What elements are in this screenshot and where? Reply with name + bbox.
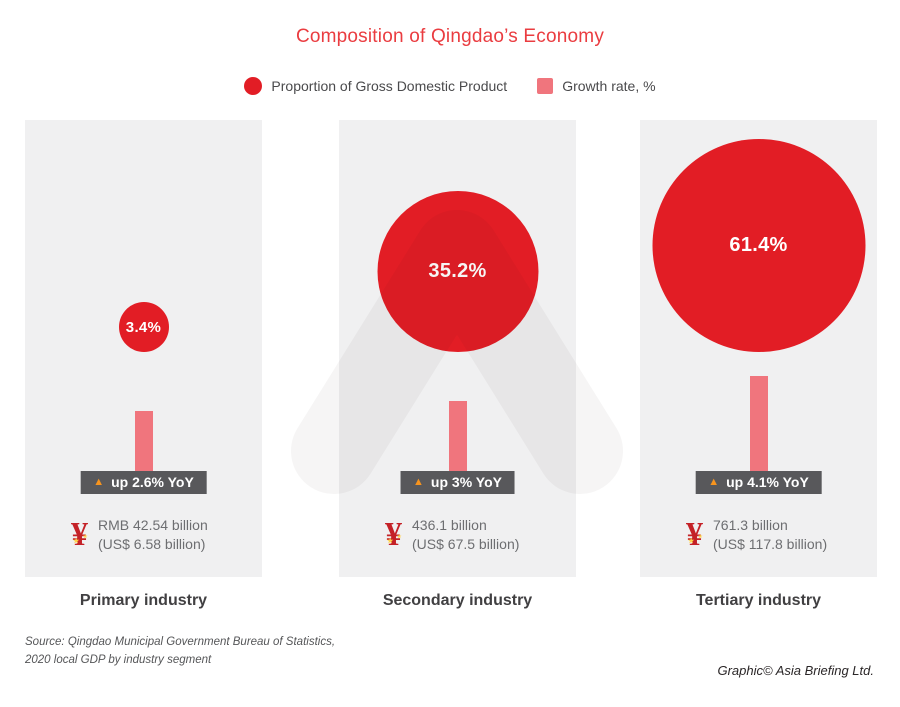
gdp-value-rmb: 761.3 billion <box>713 517 788 533</box>
industry-label-secondary: Secondary industry <box>382 592 533 609</box>
gdp-share-bubble: 35.2% <box>377 191 538 352</box>
yoy-growth-badge: ▲ up 2.6% YoY <box>80 471 207 494</box>
gdp-value-usd: (US$ 117.8 billion) <box>713 536 828 552</box>
yoy-growth-label: up 4.1% YoY <box>726 474 809 490</box>
growth-square-legend-icon <box>537 78 554 94</box>
growth-rate-bar <box>448 401 467 471</box>
panel-tertiary-industry: 61.4% ▲ up 4.1% YoY ¥ ★ ★ 761.3 billion (U… <box>640 120 877 577</box>
legend: Proportion of Gross Domestic Product Gro… <box>0 77 900 95</box>
gdp-share-bubble: 61.4% <box>652 139 865 352</box>
gdp-share-bubble: 3.4% <box>118 302 169 352</box>
yoy-growth-label: up 2.6% YoY <box>111 474 194 490</box>
source-line-1: Source: Qingdao Municipal Government Bur… <box>25 636 336 648</box>
page-title: Composition of Qingdao’s Economy <box>295 26 605 47</box>
gdp-value-rmb: RMB 42.54 billion <box>98 517 208 533</box>
gdp-value-usd: (US$ 6.58 billion) <box>98 536 206 552</box>
panel-primary-industry: 3.4% ▲ up 2.6% YoY ¥ ★ ★ RMB 42.54 billion… <box>25 120 262 577</box>
legend-item-gdp: Proportion of Gross Domestic Product <box>244 77 507 95</box>
gdp-share-value: 3.4% <box>125 318 162 336</box>
gdp-value-rmb: 436.1 billion <box>412 517 487 533</box>
gdp-value-block: ¥ ★ ★ 761.3 billion (US$ 117.8 billion) <box>686 516 827 554</box>
up-triangle-icon: ▲ <box>708 476 720 488</box>
rmb-yen-icon: ¥ ★ ★ <box>385 516 402 553</box>
yoy-growth-badge: ▲ up 3% YoY <box>400 471 515 494</box>
yoy-growth-label: up 3% YoY <box>430 474 502 490</box>
gdp-value-usd: (US$ 67.5 billion) <box>412 536 520 552</box>
legend-label-growth: Growth rate, % <box>562 78 656 94</box>
up-triangle-icon: ▲ <box>413 476 424 488</box>
growth-rate-bar <box>749 376 768 471</box>
industry-label-tertiary: Tertiary industry <box>695 592 822 609</box>
yoy-growth-badge: ▲ up 4.1% YoY <box>695 471 822 494</box>
gdp-share-value: 61.4% <box>729 234 788 256</box>
graphic-credit: Graphic© Asia Briefing Ltd. <box>717 663 874 678</box>
source-line-2: 2020 local GDP by industry segment <box>25 653 212 666</box>
panel-secondary-industry: 35.2% ▲ up 3% YoY ¥ ★ ★ 436.1 billion (US$… <box>339 120 576 577</box>
industry-label-primary: Primary industry <box>79 592 208 609</box>
source-note: Source: Qingdao Municipal Government Bur… <box>25 634 335 669</box>
gdp-value-block: ¥ ★ ★ RMB 42.54 billion (US$ 6.58 billion) <box>71 516 208 554</box>
gdp-value-block: ¥ ★ ★ 436.1 billion (US$ 67.5 billion) <box>385 516 519 554</box>
gdp-circle-legend-icon <box>244 77 263 95</box>
rmb-yen-icon: ¥ ★ ★ <box>71 516 88 553</box>
legend-label-gdp: Proportion of Gross Domestic Product <box>271 78 508 94</box>
rmb-yen-icon: ¥ ★ ★ <box>686 516 703 553</box>
gdp-share-value: 35.2% <box>428 260 487 282</box>
up-triangle-icon: ▲ <box>93 476 105 488</box>
growth-rate-bar <box>134 411 153 471</box>
legend-item-growth: Growth rate, % <box>537 78 656 94</box>
